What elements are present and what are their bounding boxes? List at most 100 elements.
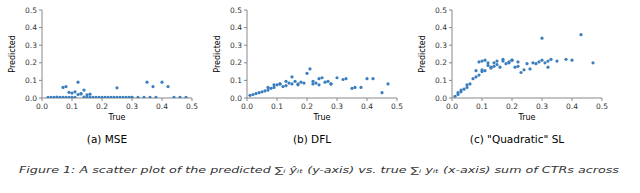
point [142,96,145,98]
points [453,33,594,98]
point [474,75,477,78]
point [58,96,61,98]
y-tick [39,98,42,99]
y-tick-label: 0.5 [230,6,242,15]
x-tick [277,98,278,101]
y-tick-label: 0.3 [25,41,37,50]
point [61,96,64,98]
point [456,91,459,94]
point [178,96,181,98]
y-tick [244,10,247,11]
y-tick [39,27,42,28]
point [564,58,567,61]
point [531,61,534,64]
y-tick [449,62,452,63]
point [305,72,308,75]
point [591,61,594,64]
point [329,82,332,85]
x-tick-label: 0.4 [566,102,578,111]
point [371,77,374,80]
point [106,96,109,98]
point [299,81,302,84]
point [64,96,67,98]
y-tick-label: 0.2 [230,58,242,67]
point [284,80,287,83]
y-tick-label: 0.0 [230,94,242,103]
point [344,77,347,80]
point [546,59,549,62]
subplot: 0.00.10.20.30.40.50.00.10.20.30.40.5True… [213,6,403,145]
point [61,86,64,89]
point [543,61,546,64]
point [269,87,272,90]
point [495,59,498,62]
point [335,76,338,79]
point [507,60,510,63]
point [293,80,296,83]
point [480,68,483,71]
point [501,58,504,61]
y-tick [39,10,42,11]
point [462,88,465,91]
points [248,67,389,97]
y-tick-label: 0.3 [230,41,242,50]
point [46,96,49,98]
x-tick [337,98,338,101]
point [507,61,510,64]
point [534,62,537,65]
point [151,85,154,88]
point [314,81,317,84]
point [504,62,507,65]
point [272,83,275,86]
point [73,96,76,98]
point [546,66,549,69]
point [296,83,299,86]
subplot-title: (c) "Quadratic" SL [470,133,565,145]
x-axis [247,98,397,99]
point [308,67,311,70]
point [480,59,483,62]
y-tick-label: 0.3 [435,41,447,50]
point [136,96,139,98]
point [492,65,495,68]
point [519,71,522,74]
point [100,96,103,98]
subplot-title: (a) MSE [87,133,127,145]
point [266,86,269,89]
x-tick [572,98,573,101]
point [67,96,70,98]
point [287,81,290,84]
y-tick-label: 0.4 [25,23,37,32]
point [474,69,477,72]
point [549,58,552,61]
point [311,82,314,85]
y-axis [452,10,453,98]
point [248,94,251,97]
point [64,85,67,88]
point [124,96,127,98]
y-tick-label: 0.2 [25,58,37,67]
point [109,96,112,98]
point [459,88,462,91]
point [94,96,97,98]
point [257,91,260,94]
y-tick-label: 0.1 [230,76,242,85]
x-tick [482,98,483,101]
y-tick [244,80,247,81]
point [317,83,320,86]
point [329,82,332,85]
point [154,96,157,98]
point [290,75,293,78]
y-tick-label: 0.1 [435,76,447,85]
x-tick-label: 0.5 [391,102,403,111]
x-tick-label: 0.4 [156,102,168,111]
point [115,96,118,98]
y-tick [244,98,247,99]
point [112,96,115,98]
x-tick-label: 0.3 [331,102,343,111]
point [555,59,558,62]
x-tick [162,98,163,101]
y-tick [449,98,452,99]
x-tick [367,98,368,101]
x-tick [192,98,193,101]
